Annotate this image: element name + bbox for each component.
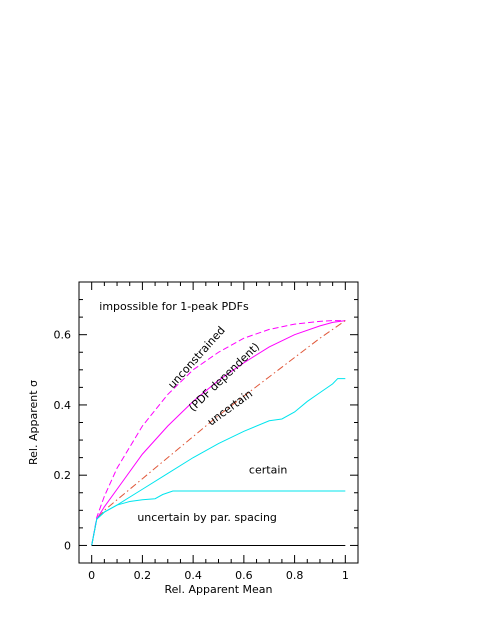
x-tick-label: 0.8 bbox=[286, 569, 304, 582]
x-tick-label: 0 bbox=[88, 569, 95, 582]
ticks-layer: 0 0.2 0.4 0.6 0.8 1 0 0.2 0.4 0.6 bbox=[54, 281, 359, 582]
annotation-0: impossible for 1-peak PDFs bbox=[99, 300, 249, 313]
series-line-1 bbox=[91, 320, 346, 546]
x-tick-label: 0.2 bbox=[134, 569, 152, 582]
y-tick-label: 0 bbox=[64, 539, 71, 552]
series-line-0 bbox=[91, 320, 346, 546]
x-axis-label: Rel. Apparent Mean bbox=[165, 583, 273, 596]
x-tick-label: 0.4 bbox=[184, 569, 202, 582]
y-tick-label: 0.6 bbox=[54, 329, 72, 342]
y-tick-label: 0.2 bbox=[54, 469, 72, 482]
y-tick-label: 0.4 bbox=[54, 399, 72, 412]
x-tick-label: 1 bbox=[342, 569, 349, 582]
annotation-layer: impossible for 1-peak PDFsunconstrained(… bbox=[99, 300, 287, 524]
annotation-5: uncertain by par. spacing bbox=[137, 511, 277, 524]
annotation-4: certain bbox=[249, 463, 287, 476]
series-line-2 bbox=[91, 320, 346, 546]
series-line-4 bbox=[91, 490, 346, 546]
y-axis-label: Rel. Apparent σ bbox=[27, 380, 40, 465]
x-tick-label: 0.6 bbox=[235, 569, 253, 582]
series-layer bbox=[91, 320, 346, 546]
